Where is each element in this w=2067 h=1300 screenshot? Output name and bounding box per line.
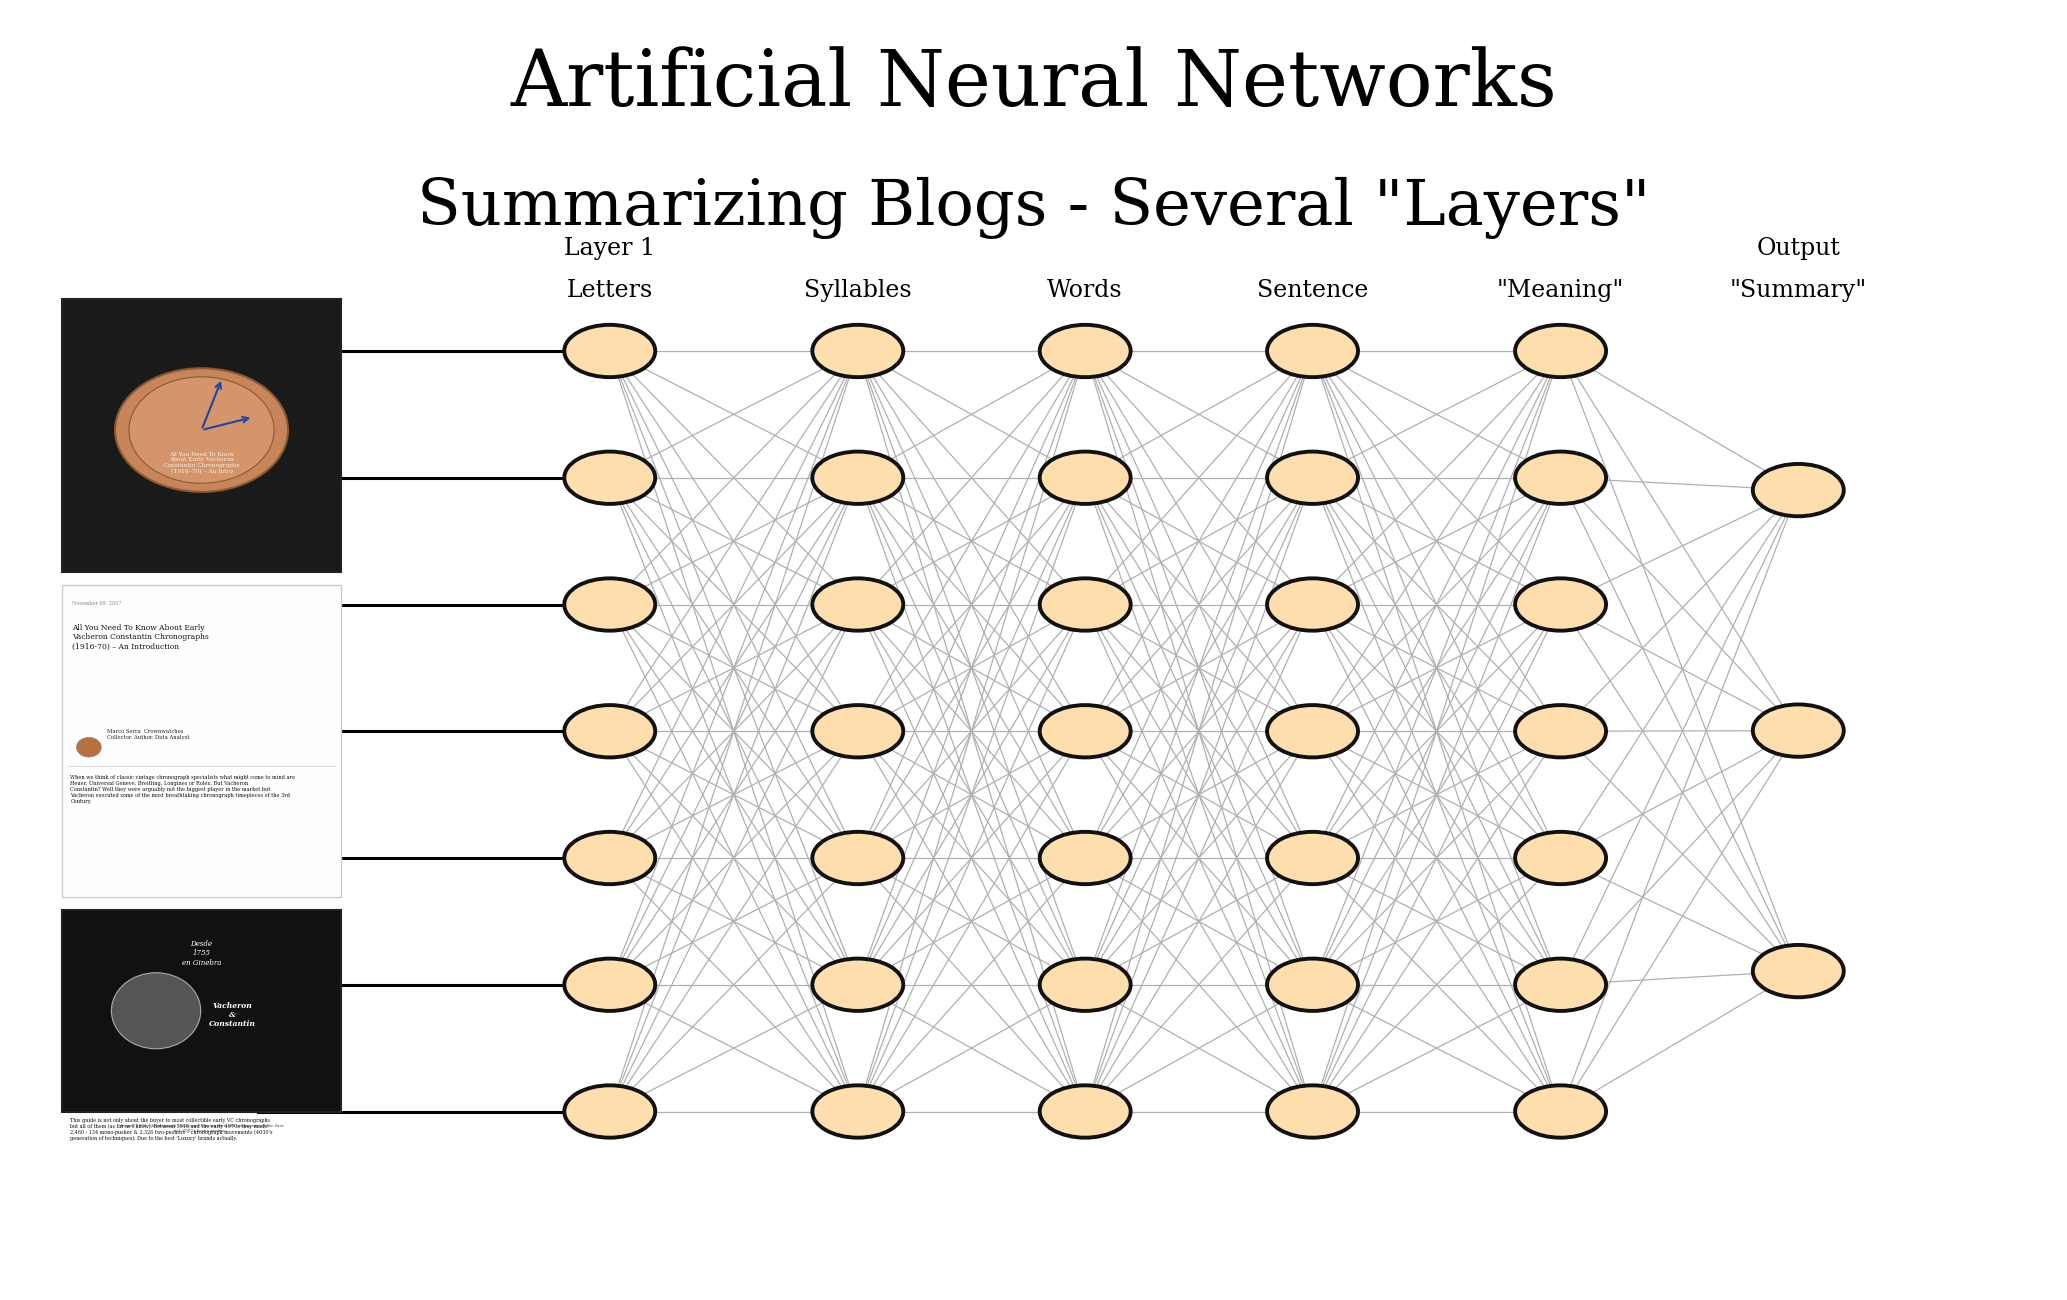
Ellipse shape — [1040, 832, 1131, 884]
Text: When we think of classic vintage chronograph specialists what might come to mind: When we think of classic vintage chronog… — [70, 775, 296, 803]
Text: Marco Serra  Crownwatches
Collector. Author. Data Analyst: Marco Serra Crownwatches Collector. Auth… — [107, 729, 190, 740]
Text: "Summary": "Summary" — [1730, 278, 1867, 302]
Text: Output: Output — [1757, 237, 1840, 260]
Text: All You Need To Know About Early
Vacheron Constantin Chronographs
(1916-70) – An: All You Need To Know About Early Vachero… — [72, 624, 209, 650]
Text: "Meaning": "Meaning" — [1497, 278, 1625, 302]
Ellipse shape — [76, 737, 101, 757]
Ellipse shape — [564, 451, 655, 504]
Ellipse shape — [1515, 1086, 1606, 1138]
Text: Letters: Letters — [566, 278, 653, 302]
Ellipse shape — [1040, 958, 1131, 1011]
Ellipse shape — [1753, 464, 1844, 516]
Ellipse shape — [564, 325, 655, 377]
Ellipse shape — [1515, 705, 1606, 758]
Text: Around 1960, chronograph Vacheron Constantin made among one of the first
ref. 60: Around 1960, chronograph Vacheron Consta… — [120, 1124, 283, 1134]
Ellipse shape — [1267, 1086, 1358, 1138]
Text: This guide is not only about the buyer to most collectible early VC chronographs: This guide is not only about the buyer t… — [70, 1118, 273, 1141]
Ellipse shape — [812, 451, 903, 504]
Ellipse shape — [812, 958, 903, 1011]
Text: Desde
1755
en Ginebra: Desde 1755 en Ginebra — [182, 940, 221, 967]
Ellipse shape — [564, 705, 655, 758]
Bar — [62, 585, 341, 897]
Text: November 09, 2007: November 09, 2007 — [72, 601, 122, 606]
Text: Layer 1: Layer 1 — [564, 237, 655, 260]
Text: Vacheron
&
Constantin: Vacheron & Constantin — [209, 1001, 256, 1028]
Ellipse shape — [564, 958, 655, 1011]
Ellipse shape — [1267, 832, 1358, 884]
Ellipse shape — [564, 1086, 655, 1138]
Ellipse shape — [1515, 578, 1606, 630]
Text: Summarizing Blogs - Several "Layers": Summarizing Blogs - Several "Layers" — [418, 177, 1649, 239]
Ellipse shape — [1753, 945, 1844, 997]
Ellipse shape — [1040, 578, 1131, 630]
Ellipse shape — [1040, 451, 1131, 504]
Ellipse shape — [812, 578, 903, 630]
Ellipse shape — [116, 368, 287, 491]
Bar — [62, 910, 341, 1112]
Ellipse shape — [1040, 1086, 1131, 1138]
Ellipse shape — [812, 705, 903, 758]
Bar — [62, 299, 341, 572]
Ellipse shape — [1267, 451, 1358, 504]
Ellipse shape — [812, 1086, 903, 1138]
Ellipse shape — [1040, 705, 1131, 758]
Ellipse shape — [1267, 958, 1358, 1011]
Ellipse shape — [1515, 832, 1606, 884]
Ellipse shape — [1267, 325, 1358, 377]
Text: Sentence: Sentence — [1257, 278, 1368, 302]
Text: Artificial Neural Networks: Artificial Neural Networks — [511, 47, 1556, 122]
Text: Words: Words — [1048, 278, 1122, 302]
Ellipse shape — [1753, 705, 1844, 757]
Ellipse shape — [1267, 705, 1358, 758]
Ellipse shape — [128, 377, 275, 484]
Ellipse shape — [1267, 578, 1358, 630]
Ellipse shape — [112, 972, 200, 1049]
Ellipse shape — [1040, 325, 1131, 377]
Ellipse shape — [564, 578, 655, 630]
Ellipse shape — [812, 325, 903, 377]
Text: Syllables: Syllables — [804, 278, 912, 302]
Ellipse shape — [1515, 325, 1606, 377]
Ellipse shape — [564, 832, 655, 884]
Ellipse shape — [1515, 451, 1606, 504]
Text: All You Need To Know
About Early Vacheron
Constantin Chronographs
(1916–70) – An: All You Need To Know About Early Vachero… — [163, 451, 240, 474]
Ellipse shape — [1515, 958, 1606, 1011]
Ellipse shape — [812, 832, 903, 884]
